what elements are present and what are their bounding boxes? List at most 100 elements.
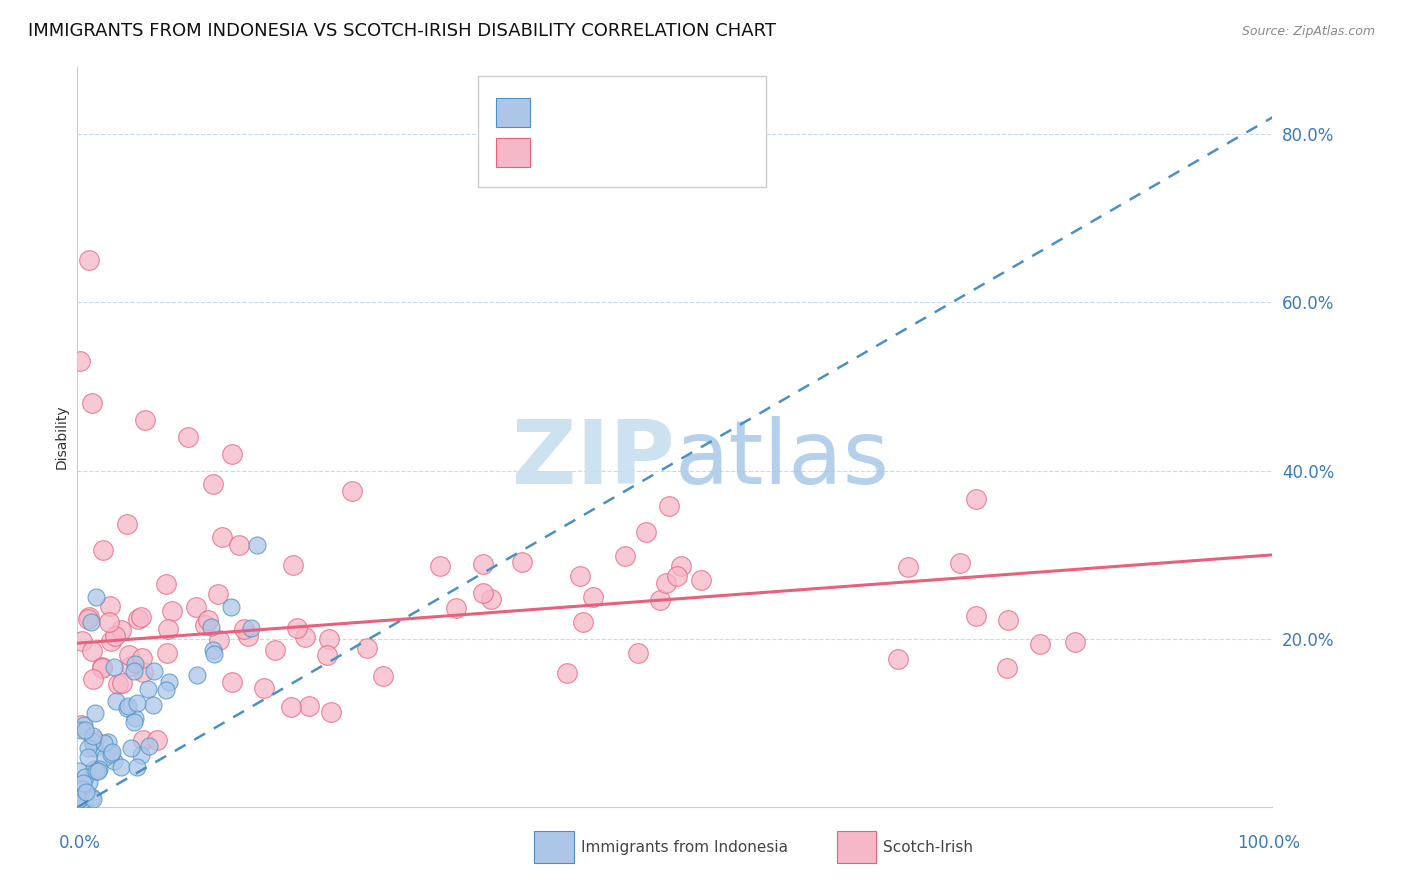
Point [107, 677, 129, 691]
Point [246, 538, 269, 552]
Point [83, 740, 105, 755]
Point [117, 698, 139, 713]
Point [124, 657, 146, 672]
Point [613, 549, 636, 564]
Point [285, 621, 308, 635]
Point [127, 760, 149, 774]
Point [471, 586, 494, 600]
Point [79, 253, 101, 268]
Point [77, 741, 100, 756]
Y-axis label: Disability: Disability [55, 405, 69, 469]
Point [111, 676, 134, 690]
Point [634, 524, 657, 539]
Point [157, 622, 180, 636]
Text: 100.0%: 100.0% [1237, 834, 1299, 852]
Point [194, 617, 217, 632]
Point [155, 577, 177, 591]
Point [89, 762, 111, 776]
Point [690, 573, 713, 587]
Point [138, 739, 160, 753]
Point [73, 792, 96, 806]
Point [132, 733, 155, 747]
Text: atlas: atlas [675, 416, 890, 503]
Text: R = 0.159   N = 88: R = 0.159 N = 88 [538, 144, 696, 161]
Text: R = 0.414   N = 59: R = 0.414 N = 59 [538, 103, 696, 121]
Point [155, 683, 177, 698]
Point [122, 664, 145, 678]
Point [1064, 634, 1087, 648]
Point [207, 587, 229, 601]
Point [897, 559, 920, 574]
Point [129, 609, 152, 624]
Point [228, 538, 250, 552]
Point [965, 491, 987, 506]
Point [73, 723, 96, 738]
Text: Immigrants from Indonesia: Immigrants from Indonesia [581, 840, 787, 855]
Point [138, 681, 160, 696]
Point [371, 669, 394, 683]
Point [156, 646, 179, 660]
Point [110, 624, 132, 638]
Text: Source: ZipAtlas.com: Source: ZipAtlas.com [1241, 25, 1375, 37]
Point [124, 711, 146, 725]
Point [67, 792, 90, 806]
Point [298, 699, 321, 714]
Point [315, 648, 337, 662]
Point [77, 749, 100, 764]
Point [655, 575, 678, 590]
Point [253, 681, 276, 696]
Point [80, 396, 103, 410]
Point [429, 558, 451, 573]
Point [120, 741, 142, 756]
Point [86, 764, 108, 778]
Point [82, 792, 104, 806]
Point [127, 696, 149, 710]
Point [101, 745, 124, 759]
Text: IMMIGRANTS FROM INDONESIA VS SCOTCH-IRISH DISABILITY CORRELATION CHART: IMMIGRANTS FROM INDONESIA VS SCOTCH-IRIS… [28, 22, 776, 40]
Point [665, 569, 688, 583]
Point [160, 604, 183, 618]
Point [202, 477, 225, 491]
Point [98, 599, 121, 614]
Point [80, 615, 103, 630]
Point [669, 558, 692, 573]
Point [67, 783, 90, 797]
Point [995, 661, 1018, 675]
Point [104, 629, 127, 643]
Point [93, 749, 115, 764]
Point [146, 733, 169, 747]
Point [184, 599, 207, 614]
Point [115, 700, 138, 714]
Point [157, 675, 180, 690]
Point [72, 718, 94, 732]
Point [321, 706, 343, 720]
Point [122, 715, 145, 730]
Point [446, 601, 468, 615]
Point [77, 612, 100, 626]
Point [201, 643, 224, 657]
Point [208, 633, 231, 648]
Point [949, 557, 972, 571]
Point [67, 792, 90, 806]
Point [67, 764, 90, 778]
Point [100, 633, 122, 648]
Point [294, 630, 316, 644]
Point [211, 530, 233, 544]
Point [471, 557, 494, 571]
Point [200, 620, 222, 634]
Point [97, 615, 120, 629]
Point [80, 644, 103, 658]
Point [72, 775, 94, 789]
Point [510, 555, 533, 569]
Point [105, 694, 128, 708]
Point [110, 760, 132, 774]
Point [1029, 637, 1052, 651]
Text: ZIP: ZIP [512, 416, 675, 503]
Text: 0.0%: 0.0% [59, 834, 101, 852]
Point [650, 593, 672, 607]
Point [356, 641, 378, 656]
Point [77, 775, 100, 789]
Point [283, 558, 305, 572]
Point [132, 665, 155, 680]
Point [82, 729, 104, 743]
